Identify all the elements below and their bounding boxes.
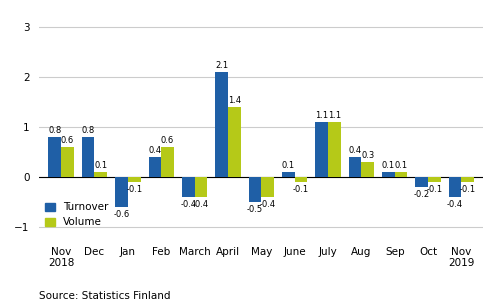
Text: 1.4: 1.4 [228,96,241,105]
Text: -0.4: -0.4 [260,200,276,209]
Bar [228,107,241,177]
Text: 0.1: 0.1 [382,161,395,170]
Text: 2.1: 2.1 [215,61,228,70]
Bar [115,177,128,207]
Bar [128,177,141,182]
Text: -0.1: -0.1 [426,185,443,194]
Bar [148,157,161,177]
Bar [282,172,295,177]
Bar [61,147,74,177]
Bar [395,172,407,177]
Bar [349,157,361,177]
Bar [295,177,307,182]
Text: 1.1: 1.1 [328,111,341,120]
Text: 0.3: 0.3 [361,151,374,160]
Bar [248,177,261,202]
Bar [95,172,107,177]
Text: 0.6: 0.6 [61,136,74,145]
Text: 0.8: 0.8 [81,126,95,135]
Text: -0.1: -0.1 [460,185,476,194]
Text: 0.4: 0.4 [148,146,161,155]
Bar [82,137,95,177]
Bar [428,177,441,182]
Text: 0.1: 0.1 [94,161,107,170]
Text: -0.6: -0.6 [113,210,130,219]
Bar [182,177,195,197]
Bar [195,177,207,197]
Bar [382,172,395,177]
Bar [461,177,474,182]
Bar [215,72,228,177]
Bar [261,177,274,197]
Text: -0.1: -0.1 [293,185,309,194]
Bar [161,147,174,177]
Bar [449,177,461,197]
Text: 0.6: 0.6 [161,136,174,145]
Text: -0.2: -0.2 [414,190,430,199]
Text: -0.4: -0.4 [180,200,196,209]
Bar [361,162,374,177]
Bar [316,122,328,177]
Text: 0.1: 0.1 [282,161,295,170]
Text: 0.4: 0.4 [349,146,361,155]
Bar [328,122,341,177]
Text: -0.1: -0.1 [126,185,142,194]
Bar [48,137,61,177]
Text: -0.5: -0.5 [247,205,263,214]
Text: 0.8: 0.8 [48,126,62,135]
Text: 0.1: 0.1 [394,161,408,170]
Bar [416,177,428,187]
Text: -0.4: -0.4 [193,200,209,209]
Text: Source: Statistics Finland: Source: Statistics Finland [39,291,171,301]
Text: 1.1: 1.1 [315,111,328,120]
Legend: Turnover, Volume: Turnover, Volume [45,202,109,227]
Text: -0.4: -0.4 [447,200,463,209]
